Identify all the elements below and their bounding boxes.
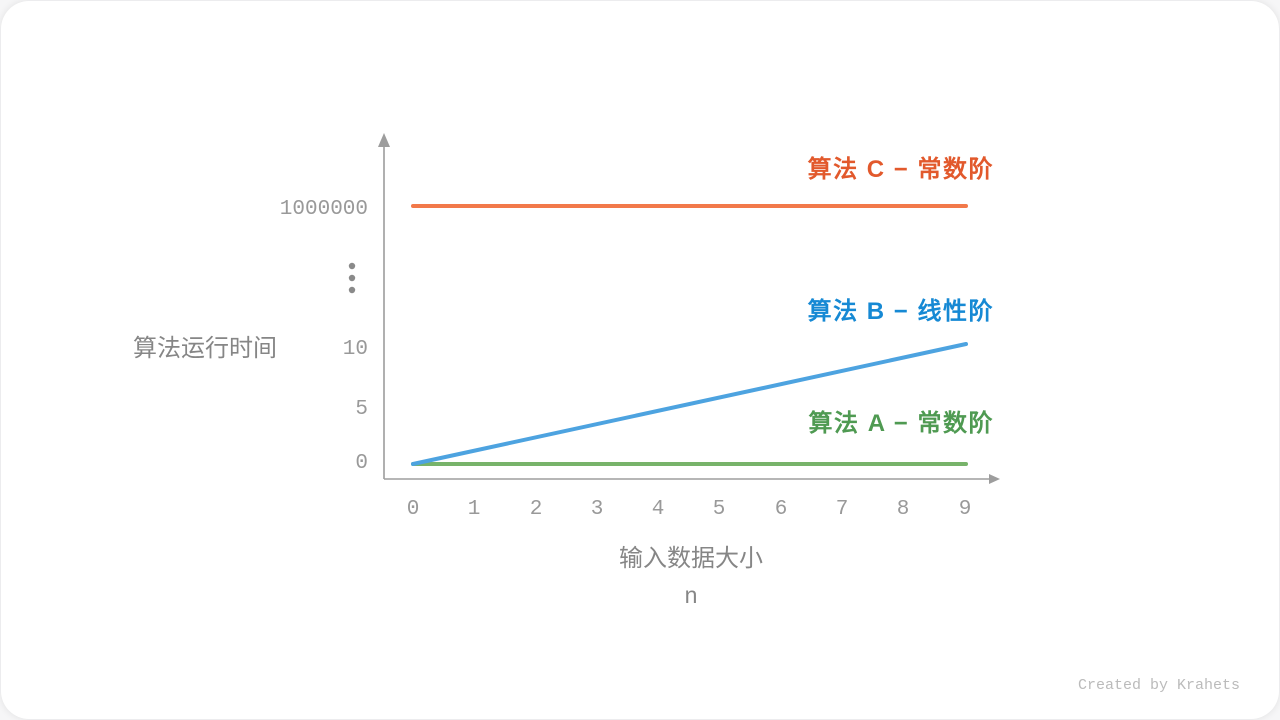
svg-text:4: 4: [652, 498, 665, 521]
svg-text:算法 A − 常数阶: 算法 A − 常数阶: [809, 409, 994, 437]
svg-text:n: n: [685, 582, 698, 608]
svg-text:9: 9: [959, 498, 972, 521]
svg-text:0: 0: [355, 452, 368, 475]
svg-text:5: 5: [713, 498, 726, 521]
svg-text:1000000: 1000000: [280, 198, 368, 221]
svg-text:10: 10: [343, 338, 368, 361]
svg-text:输入数据大小: 输入数据大小: [619, 545, 763, 572]
svg-text:8: 8: [897, 498, 910, 521]
svg-text:6: 6: [775, 498, 788, 521]
svg-text:算法 B − 线性阶: 算法 B − 线性阶: [808, 297, 994, 325]
svg-text:7: 7: [836, 498, 849, 521]
svg-text:算法运行时间: 算法运行时间: [133, 335, 277, 362]
svg-text:0: 0: [407, 498, 420, 521]
svg-text:Created by Krahets: Created by Krahets: [1078, 677, 1240, 694]
svg-text:3: 3: [591, 498, 604, 521]
svg-text:算法 C − 常数阶: 算法 C − 常数阶: [808, 155, 994, 183]
svg-text:2: 2: [530, 498, 543, 521]
svg-text:1: 1: [468, 498, 481, 521]
svg-text:5: 5: [355, 398, 368, 421]
